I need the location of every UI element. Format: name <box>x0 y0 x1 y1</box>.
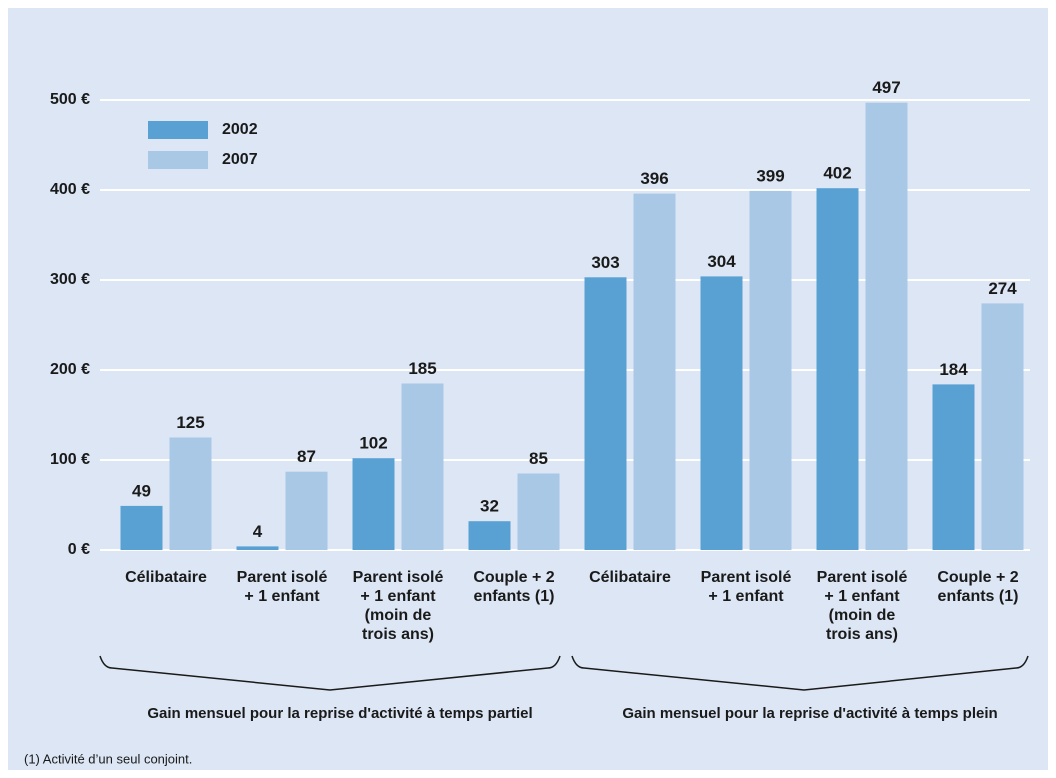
data-label: 184 <box>939 360 968 379</box>
x-tick-label-line: Couple + 2 <box>473 569 554 586</box>
bar <box>700 276 743 550</box>
bar <box>236 546 279 550</box>
data-label: 125 <box>176 413 204 432</box>
bar <box>352 458 395 550</box>
data-label: 303 <box>591 253 619 272</box>
bar <box>932 384 975 550</box>
x-tick-label: Couple + 2 enfants (1) <box>937 569 1018 605</box>
data-label: 399 <box>756 166 784 185</box>
x-tick-label-line: enfants (1) <box>938 588 1019 605</box>
x-tick-label: Parent isolé + 1 enfant <box>701 569 792 605</box>
x-tick-label-line: + 1 enfant <box>708 588 784 605</box>
x-tick-label-line: Célibataire <box>125 569 207 586</box>
x-tick-label-line: Parent isolé <box>237 569 328 586</box>
bar <box>865 102 908 550</box>
bar <box>120 505 163 550</box>
legend-label: 2007 <box>222 151 258 168</box>
bar <box>633 193 676 550</box>
y-tick-label: 400 € <box>50 181 90 198</box>
group-label: Gain mensuel pour la reprise d'activité … <box>622 705 997 722</box>
bar <box>169 437 212 550</box>
group-bracket <box>99 655 561 691</box>
bar <box>981 303 1024 550</box>
x-tick-label-line: Couple + 2 <box>937 569 1018 586</box>
x-tick-label-line: + 1 enfant <box>824 588 900 605</box>
bar <box>816 188 859 550</box>
data-label: 402 <box>823 164 851 183</box>
data-label: 497 <box>872 78 900 97</box>
data-label: 85 <box>529 449 548 468</box>
footnote: (1) Activité d’un seul conjoint. <box>24 751 192 766</box>
x-tick-label-line: (moin de <box>365 607 432 624</box>
x-tick-label-line: Parent isolé <box>353 569 444 586</box>
data-label: 274 <box>988 279 1017 298</box>
x-tick-label-line: Parent isolé <box>817 569 908 586</box>
y-tick-label: 300 € <box>50 271 90 288</box>
x-tick-label-line: (moin de <box>829 607 896 624</box>
y-tick-label: 0 € <box>68 541 90 558</box>
bar <box>285 471 328 550</box>
group-label: Gain mensuel pour la reprise d'activité … <box>147 705 532 722</box>
legend-swatch <box>148 121 208 139</box>
x-tick-label-line: Parent isolé <box>701 569 792 586</box>
x-tick-label-line: enfants (1) <box>474 588 555 605</box>
group-bracket <box>571 655 1029 691</box>
x-tick-label-line: trois ans) <box>826 626 898 643</box>
legend-label: 2002 <box>222 121 258 138</box>
x-tick-label: Célibataire <box>589 569 671 586</box>
data-label: 304 <box>707 252 736 271</box>
data-label: 87 <box>297 447 316 466</box>
bar <box>401 383 444 550</box>
data-label: 102 <box>359 434 387 453</box>
data-label: 49 <box>132 481 151 500</box>
x-tick-label-line: trois ans) <box>362 626 434 643</box>
legend-swatch <box>148 151 208 169</box>
y-tick-label: 500 € <box>50 91 90 108</box>
data-label: 185 <box>408 359 436 378</box>
x-tick-label-line: Célibataire <box>589 569 671 586</box>
bar <box>468 521 511 550</box>
x-tick-label-line: + 1 enfant <box>244 588 320 605</box>
y-tick-label: 100 € <box>50 451 90 468</box>
x-tick-label: Parent isolé + 1 enfant (moin de trois ans) <box>353 569 444 643</box>
x-tick-label: Célibataire <box>125 569 207 586</box>
bar <box>749 190 792 550</box>
bar <box>517 473 560 550</box>
x-tick-label: Couple + 2 enfants (1) <box>473 569 554 605</box>
x-tick-label: Parent isolé + 1 enfant (moin de trois ans) <box>817 569 908 643</box>
data-label: 396 <box>640 169 668 188</box>
data-label: 32 <box>480 497 499 516</box>
data-label: 4 <box>253 522 263 541</box>
y-tick-label: 200 € <box>50 361 90 378</box>
bar <box>584 277 627 550</box>
x-tick-label: Parent isolé + 1 enfant <box>237 569 328 605</box>
x-tick-label-line: + 1 enfant <box>360 588 436 605</box>
